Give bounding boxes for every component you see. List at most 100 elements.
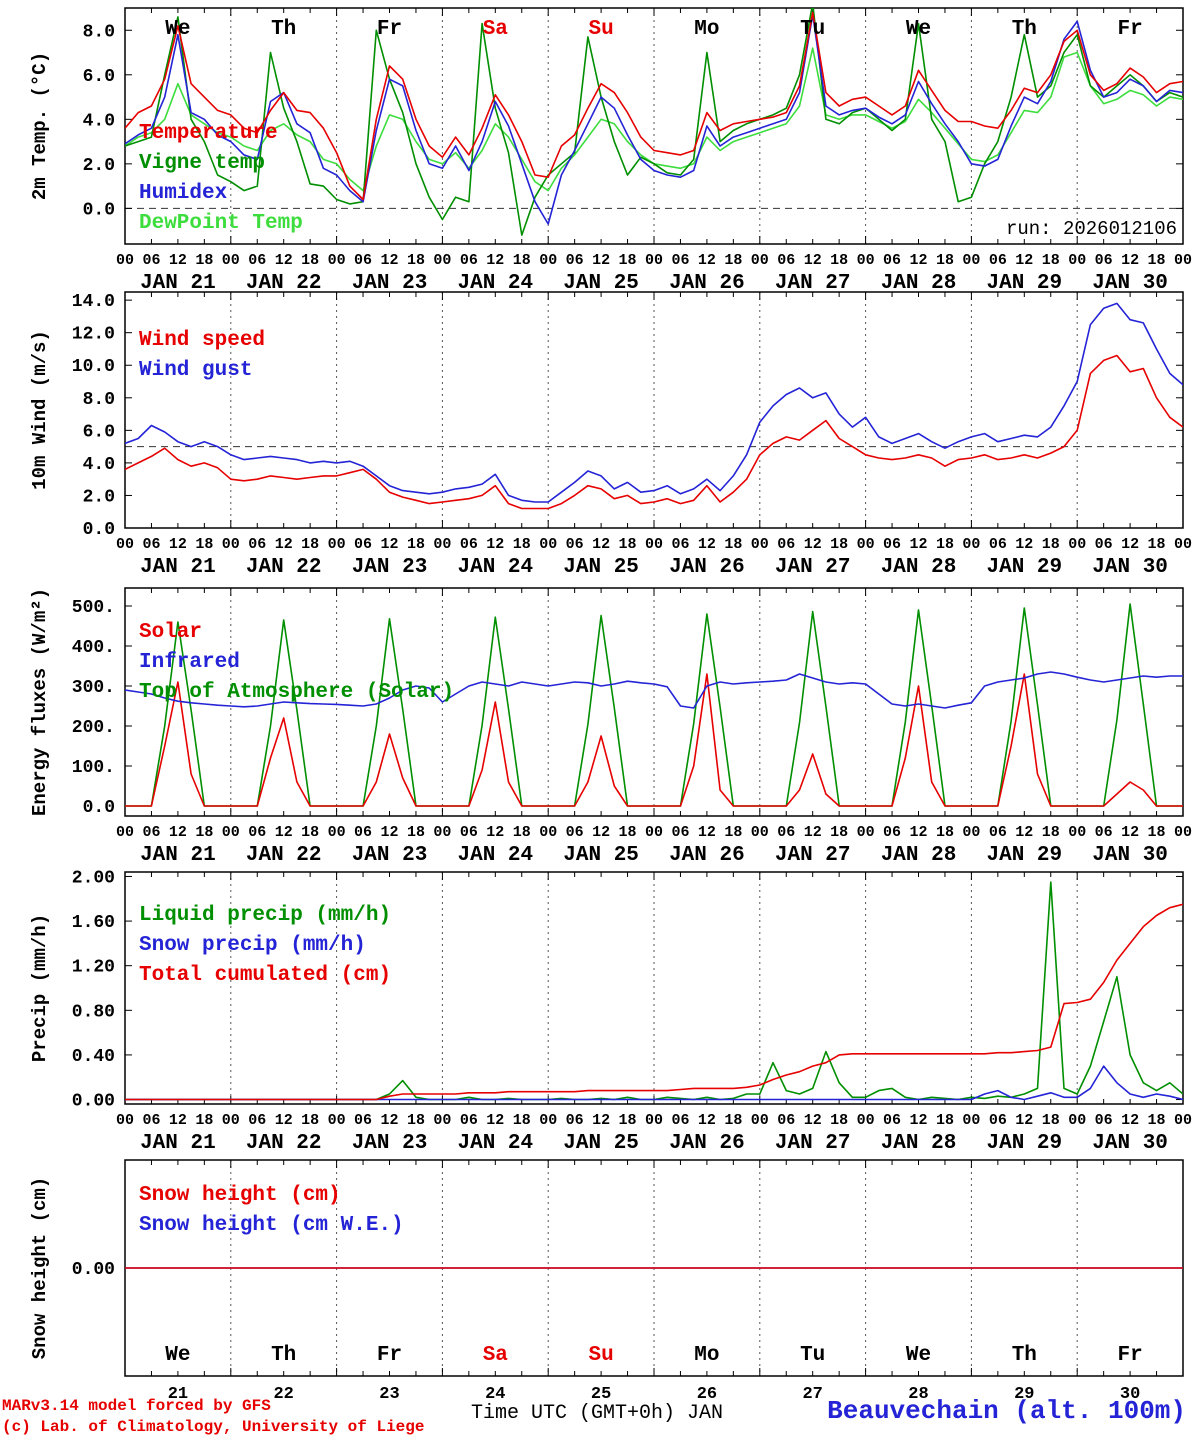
hour-label: 12	[592, 1112, 610, 1129]
day-label: JAN 26	[669, 1132, 745, 1155]
hour-label: 18	[407, 1112, 425, 1129]
hour-label: 06	[989, 1112, 1007, 1129]
series-humidex-line	[125, 13, 1183, 225]
hour-label: 06	[777, 824, 795, 841]
y-axis-title: Energy fluxes (W/m²)	[29, 588, 51, 816]
hour-label: 00	[222, 536, 240, 553]
hour-label: 00	[328, 824, 346, 841]
day-label: JAN 27	[775, 844, 851, 867]
hour-label: 12	[275, 536, 293, 553]
series-total-cumulated-line	[125, 903, 1183, 1101]
hour-label: 12	[169, 252, 187, 269]
hour-label: 18	[1042, 1112, 1060, 1129]
y-axis: 0.00	[72, 1260, 1183, 1280]
hour-label: 06	[777, 252, 795, 269]
hour-label: 18	[936, 252, 954, 269]
y-tick-label: 0.0	[83, 798, 115, 818]
legend-infrared: Infrared	[139, 651, 240, 674]
hour-label: 18	[830, 1112, 848, 1129]
hour-label: 18	[407, 536, 425, 553]
hour-label: 12	[486, 1112, 504, 1129]
hour-label: 00	[751, 1112, 769, 1129]
hour-label: 06	[671, 1112, 689, 1129]
weekday-label: Su	[588, 1344, 613, 1367]
hour-label: 00	[962, 536, 980, 553]
y-tick-label: 0.0	[83, 200, 115, 220]
hour-label: 06	[1095, 252, 1113, 269]
hour-label: 00	[1174, 252, 1192, 269]
series-solar-line	[125, 673, 1183, 807]
hour-label: 00	[328, 1112, 346, 1129]
hour-label: 00	[116, 252, 134, 269]
hour-label: 12	[1015, 1112, 1033, 1129]
hour-label: 12	[592, 252, 610, 269]
hour-label: 18	[619, 536, 637, 553]
hour-label: 18	[1148, 536, 1166, 553]
hour-label: 06	[1095, 824, 1113, 841]
hour-label: 12	[804, 824, 822, 841]
hour-label: 12	[592, 536, 610, 553]
hour-label: 06	[354, 536, 372, 553]
weekday-label: Fr	[1117, 18, 1142, 41]
day-number: 26	[697, 1385, 717, 1404]
day-number: 24	[485, 1385, 505, 1404]
legend-liquid-precip: Liquid precip (mm/h)	[139, 904, 391, 927]
hour-label: 18	[1148, 824, 1166, 841]
hour-label: 18	[513, 1112, 531, 1129]
hour-label: 18	[195, 1112, 213, 1129]
hour-label: 12	[380, 824, 398, 841]
y-axis: 0.0 2.0 4.0 6.0 8.0 10.0 12.0 14.0	[72, 292, 1183, 540]
hour-label: 00	[539, 536, 557, 553]
hour-label: 12	[909, 252, 927, 269]
y-tick-label: 12.0	[72, 325, 115, 345]
weekday-label: We	[906, 18, 931, 41]
weekday-label: We	[165, 18, 190, 41]
panel-snow-height: 0.00 Snow height (cm) Snow height (cm) Snow…	[29, 1159, 1184, 1404]
hour-label: 00	[645, 536, 663, 553]
hour-label: 06	[248, 252, 266, 269]
y-tick-label: 0.00	[72, 1260, 115, 1280]
hour-label: 00	[116, 824, 134, 841]
hour-label: 12	[486, 252, 504, 269]
hour-label: 18	[1042, 536, 1060, 553]
hour-label: 12	[1015, 824, 1033, 841]
hour-label: 06	[777, 1112, 795, 1129]
hour-label: 00	[645, 1112, 663, 1129]
day-gridlines	[230, 292, 1078, 528]
weekday-label: Mo	[694, 18, 719, 41]
y-tick-label: 300.	[72, 678, 115, 698]
panel-temperature: 0.0 2.0 4.0 6.0 8.0 2m Temp. (°C) Temperature V…	[29, 7, 1192, 295]
day-label: JAN 23	[352, 556, 428, 579]
model-credit-line1: MARv3.14 model forced by GFS	[2, 1397, 271, 1415]
hour-label: 00	[539, 252, 557, 269]
hour-label: 06	[248, 536, 266, 553]
hour-label: 12	[1121, 824, 1139, 841]
hour-label: 00	[857, 252, 875, 269]
day-label: JAN 21	[140, 844, 216, 867]
hour-label: 00	[222, 252, 240, 269]
legend-wind-gust: Wind gust	[139, 359, 252, 382]
hour-label: 06	[142, 536, 160, 553]
panel-wind: 0.0 2.0 4.0 6.0 8.0 10.0 12.0 14.0 10m Wind (m/s…	[29, 291, 1192, 579]
day-label: JAN 25	[563, 844, 639, 867]
hour-label: 00	[1068, 536, 1086, 553]
day-label: JAN 25	[563, 556, 639, 579]
day-number: 27	[802, 1385, 822, 1404]
hour-label: 18	[724, 824, 742, 841]
hour-label: 18	[830, 536, 848, 553]
day-label: JAN 27	[775, 272, 851, 295]
y-axis: 0.00 0.40 0.80 1.20 1.60 2.00	[72, 868, 1183, 1112]
y-tick-label: 1.20	[72, 958, 115, 978]
day-label: JAN 29	[986, 556, 1062, 579]
hour-label: 00	[645, 252, 663, 269]
hour-label: 12	[169, 1112, 187, 1129]
hour-label: 06	[460, 824, 478, 841]
model-credit: MARv3.14 model forced by GFS (c) Lab. of…	[2, 1396, 424, 1438]
legend-solar: Solar	[139, 621, 202, 644]
hour-label: 00	[539, 824, 557, 841]
day-label: JAN 28	[881, 1132, 957, 1155]
hour-label: 18	[195, 252, 213, 269]
hour-label: 18	[1148, 1112, 1166, 1129]
hour-label: 06	[777, 536, 795, 553]
hour-label: 00	[857, 824, 875, 841]
